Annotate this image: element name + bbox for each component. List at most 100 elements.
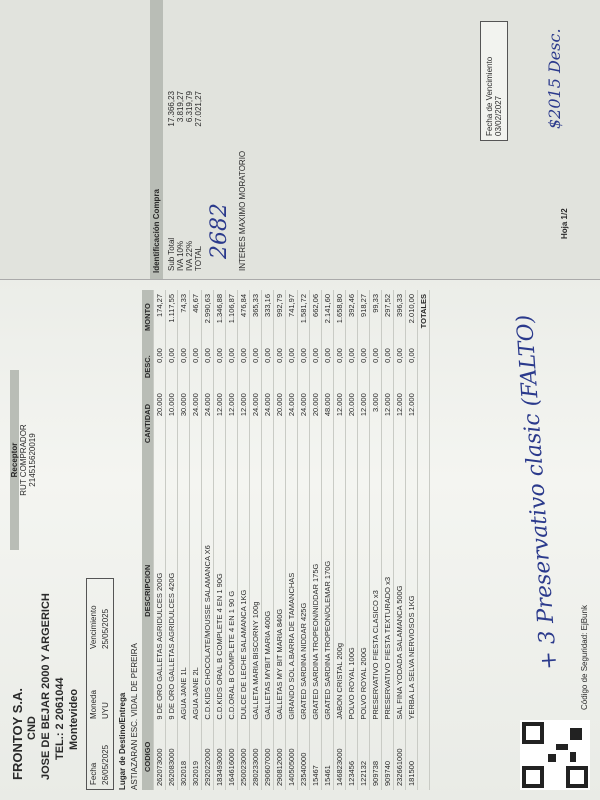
item-row: 302019 AGUA JANE 2L 24.000 0,00 46,67 [189,290,202,790]
cell: 0,00 [309,344,322,390]
cell: 24.000 [189,389,202,458]
cell: C.D.KIDS CHOCOLATE/MOUSSE SALAMANCA X6 [201,457,214,724]
cell: DULCE DE LECHE SALAMANCA 1KG [237,457,250,724]
interest-note: INTERES MAXIMO MORATORIO [238,150,247,271]
cell: 290812000 [273,723,286,790]
cell: 2.010,00 [405,290,418,345]
qr-code [520,720,590,790]
cell: 0,00 [285,344,298,390]
summary-label: IVA 22% [185,240,194,271]
item-row: 290812000 GALLETAS MY BIT MARIA 840G 20.00… [273,290,286,790]
cell: 12.000 [393,389,406,458]
buyer-name: ASTIAZARAN ESC. VIDAL DE PEREIRA [130,643,139,790]
value: 25/05/2025 [101,608,110,649]
second-invoice: Identificación Compra Sub Total 17.366,23… [0,0,600,280]
cell: 30.000 [177,389,190,458]
cell: AGUA JANE 1L [177,457,190,724]
cell: JABON CRISTAL 200g [333,457,346,724]
cell: 232661000 [393,723,406,790]
cell: 365,33 [249,290,262,345]
company: FRONTOY S.A. [10,688,25,780]
handwritten-note: + 3 Preservativo clasic (FALTO) [512,313,563,671]
item-row: 15461 GRATED SARDINA TROPEON/OLEMAR 170G 4… [321,290,334,790]
cell: 909740 [381,723,394,790]
cell: 262083000 [165,723,178,790]
cell: 0,00 [297,344,310,390]
item-row: 140505000 GIRANDO SOL A.BARRA DE TAMANCHA… [285,290,298,790]
cell: GIRANDO SOL A.BARRA DE TAMANCHAS [285,457,298,724]
item-row: 302018 AGUA JANE 1L 30.000 0,00 74,33 [177,290,190,790]
cell: 46,67 [189,290,202,345]
cell: 48.000 [321,389,334,458]
cell: 918,27 [357,290,370,345]
header-box: Fecha 26/05/2025 Moneda UYU Vencimiento … [86,578,114,790]
buyer-id-label: RUT COMPRADOR [19,424,28,496]
handwritten-discount: $2015 Desc. [545,28,564,129]
cell: 2.990,63 [201,290,214,345]
cell: 0,00 [393,344,406,390]
item-row: 250023000 DULCE DE LECHE SALAMANCA 1KG 12.… [237,290,250,790]
cell: 396,33 [393,290,406,345]
cell: 0,00 [165,344,178,390]
summary-lines: Sub Total 17.366,23 IVA 10% 3.819,27 IVA 22%… [163,0,207,279]
cell: 12.000 [237,389,250,458]
cell: 12.000 [357,389,370,458]
cell: GRATED SARDINA NIDDAR 425G [297,457,310,724]
cell: SAL FINA YODADA SALAMANCA 500G [393,457,406,724]
cell: 290607000 [261,723,274,790]
address: JOSE DE BEJAR 2000 Y ARGERICH [40,593,52,780]
label: Fecha [89,762,98,785]
label: Moneda [89,690,98,719]
cell: 0,00 [273,344,286,390]
cell: 302019 [189,723,202,790]
cell: 20.000 [309,389,322,458]
column-header: DESC. [142,344,154,390]
cell: 1.106,87 [225,290,238,345]
cell: PRESERVATIVO FIESTA CLASICO x3 [369,457,382,724]
cell: 333,16 [261,290,274,345]
item-row: 123456 POLVO ROYAL 100G 20.000 0,00 392,46 [345,290,358,790]
cell: GALLETAS MYBIT MARIA 400G [261,457,274,724]
cell: 1.581,72 [297,290,310,345]
item-row: 290607000 GALLETAS MYBIT MARIA 400G 24.000… [261,290,274,790]
item-row: 15467 GRATED SARDINA TROPEON/NIDDAR 175G 2… [309,290,322,790]
cell: 0,00 [189,344,202,390]
cell: 292022000 [201,723,214,790]
cell: 992,79 [273,290,286,345]
item-row: 164616000 C.D.ORAL B COMPLETE 4 EN 1 90 G… [225,290,238,790]
cell: 12.000 [381,389,394,458]
cell: 9 DE ORO GALLETAS AGRIDULCES 200G [153,457,166,724]
column-header: MONTO [142,290,154,345]
item-row: 280233000 GALLETA MARIA BISCORNY 100g 24.0… [249,290,262,790]
cell: 0,00 [321,344,334,390]
total-row: TOTALES [417,290,430,790]
item-row: 262083000 9 DE ORO GALLETAS AGRIDULCES 42… [165,290,178,790]
summary-label: IVA 10% [176,240,185,271]
cell: 0,00 [225,344,238,390]
summary-title: Identificación Compra [150,0,163,279]
summary-line: TOTAL 27.021,27 [194,91,203,271]
cell: 909738 [369,723,382,790]
cell: 0,00 [357,344,370,390]
cell: 0,00 [177,344,190,390]
cell: 0,00 [369,344,382,390]
delivery-label: Lugar de Destino/Entrega [118,692,127,790]
cell: 3.000 [369,389,382,458]
due-box: Fecha de Vencimiento 03/02/2027 [480,21,508,141]
cell: 99,33 [369,290,382,345]
summary-value: 6.319,79 [185,91,194,123]
cell: 741,97 [285,290,298,345]
due-label: Fecha de Vencimiento [485,56,494,136]
cell: 20.000 [345,389,358,458]
cell: 146823000 [333,723,346,790]
item-row: 183493000 C.D.KIDS ORAL B COMPLETE 4 EN 1… [213,290,226,790]
label: Vencimiento [89,605,98,649]
column-header: CANTIDAD [142,389,154,458]
item-row: 23540000 GRATED SARDINA NIDDAR 425G 24.000… [297,290,310,790]
cell: 392,46 [345,290,358,345]
cell: 140505000 [285,723,298,790]
cell: 12.000 [333,389,346,458]
cell: C.D.KIDS ORAL B COMPLETE 4 EN 1 90G [213,457,226,724]
